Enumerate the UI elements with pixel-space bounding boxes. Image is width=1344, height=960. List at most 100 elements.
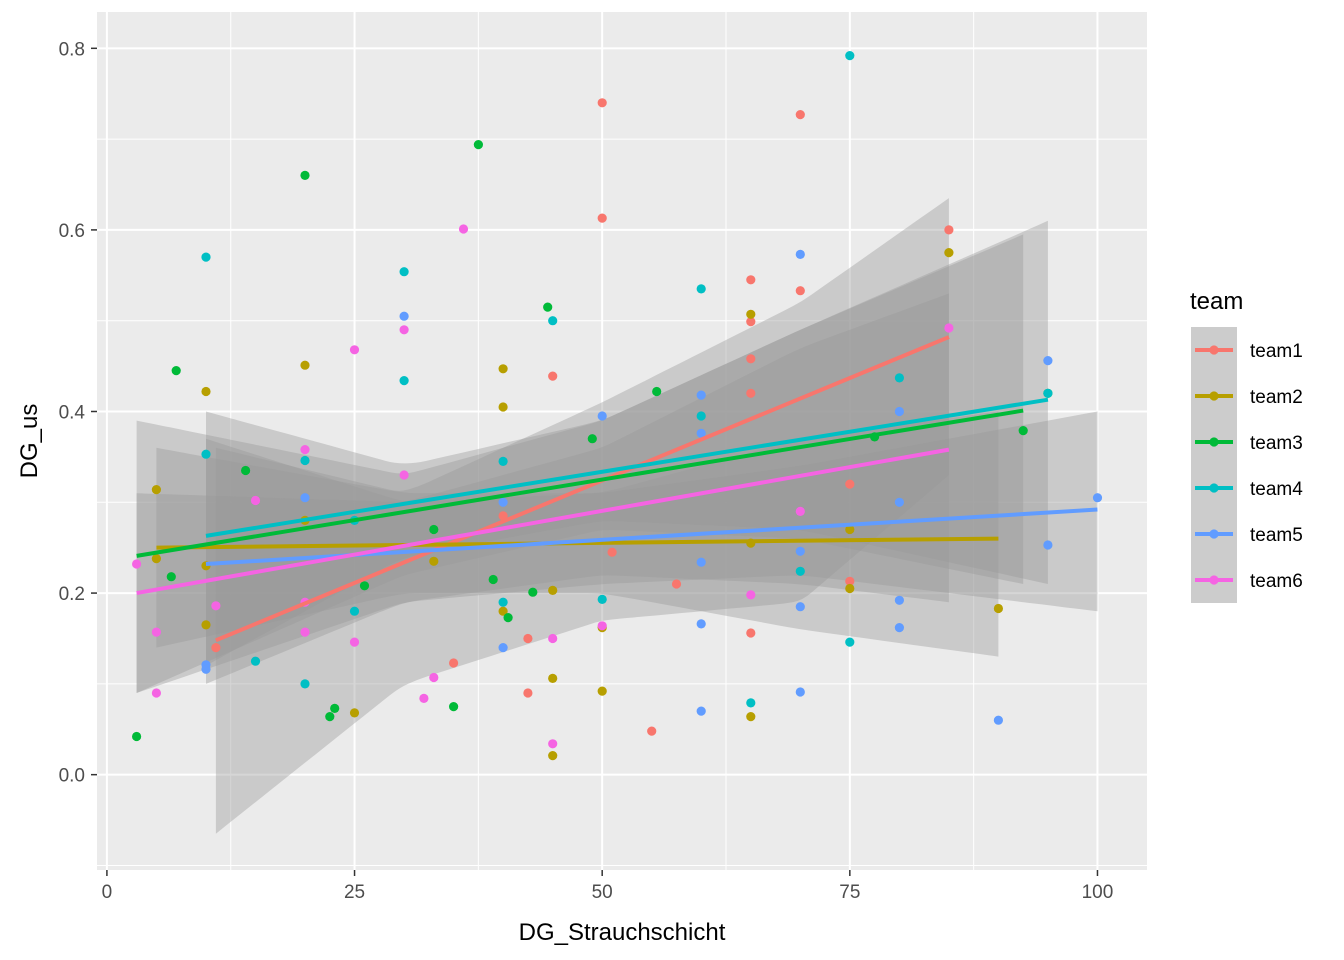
legend: team team1 team2 team3 team4 team5 team6 [1190, 288, 1303, 603]
point-team2 [548, 585, 558, 596]
point-team2 [349, 708, 360, 718]
grid-lines [97, 12, 1147, 870]
confidence-bands [136, 198, 1098, 834]
legend-item-team2: team2 [1191, 373, 1303, 419]
point-team4 [399, 267, 409, 277]
point-team5 [696, 706, 706, 716]
point-team4 [597, 594, 607, 605]
point-team4 [845, 637, 855, 647]
legend-label: team4 [1250, 479, 1303, 500]
point-team2 [746, 712, 756, 722]
point-team5 [993, 715, 1004, 725]
point-team6 [300, 627, 310, 637]
legend-label: team5 [1250, 525, 1303, 546]
x-tick-label: 100 [1082, 882, 1114, 903]
point-team5 [498, 643, 508, 653]
legend-key-point [1209, 391, 1219, 401]
point-team1 [746, 628, 756, 638]
point-team3 [429, 524, 439, 535]
point-team3 [300, 170, 310, 180]
point-team3 [171, 366, 181, 376]
legend-key-point [1209, 345, 1219, 355]
point-team1 [746, 317, 756, 327]
point-team5 [597, 411, 607, 421]
legend-key-point [1209, 483, 1219, 493]
point-team3 [449, 702, 459, 712]
point-team2 [993, 603, 1004, 614]
point-team2 [498, 364, 508, 374]
point-team2 [151, 554, 161, 564]
x-tick-label: 75 [839, 882, 860, 903]
point-team4 [201, 252, 211, 262]
legend-item-team6: team6 [1191, 557, 1303, 603]
point-team6 [399, 470, 409, 480]
panel-background [97, 12, 1147, 870]
plot-panel [97, 12, 1147, 870]
point-team3 [166, 572, 176, 582]
point-team2 [944, 248, 954, 258]
legend-key-point [1209, 575, 1219, 585]
point-team5 [201, 664, 211, 674]
point-team1 [211, 643, 221, 653]
legend-label: team3 [1250, 433, 1303, 454]
y-tick-label: 0.4 [59, 402, 86, 423]
point-team6 [132, 559, 142, 569]
point-team6 [349, 637, 360, 647]
point-team4 [845, 51, 855, 61]
legend-label: team2 [1250, 387, 1303, 408]
point-team6 [944, 323, 954, 333]
point-team6 [211, 601, 221, 611]
point-team6 [419, 693, 429, 704]
point-team6 [746, 590, 756, 600]
point-team5 [696, 428, 706, 438]
confidence-band-team2 [156, 411, 999, 657]
point-team6 [250, 495, 261, 506]
point-team1 [746, 354, 756, 364]
legend-key-point [1209, 529, 1219, 539]
point-team2 [300, 360, 310, 370]
point-team3 [543, 302, 553, 312]
legend-label: team1 [1250, 341, 1303, 362]
point-team1 [845, 479, 855, 489]
point-team3 [503, 613, 513, 623]
point-team3 [528, 587, 538, 597]
legend-item-team1: team1 [1191, 327, 1303, 373]
point-team2 [201, 386, 211, 397]
point-team5 [1043, 356, 1053, 366]
point-team2 [548, 751, 558, 761]
point-team6 [151, 627, 161, 637]
point-team4 [300, 679, 310, 689]
point-team4 [548, 316, 558, 326]
point-team3 [325, 712, 335, 722]
point-team4 [1043, 388, 1053, 398]
point-team2 [746, 309, 756, 319]
y-axis-title: DG_us [16, 404, 43, 479]
point-team1 [607, 547, 617, 557]
point-team3 [488, 574, 498, 585]
data-points [132, 51, 1103, 761]
x-tick-label: 50 [592, 882, 613, 903]
point-team2 [498, 402, 508, 412]
point-team1 [795, 110, 805, 120]
point-team1 [523, 688, 533, 698]
fit-line-team6 [136, 447, 950, 596]
point-team3 [1018, 426, 1028, 436]
point-team6 [399, 325, 409, 335]
point-team4 [696, 411, 706, 421]
point-team2 [548, 673, 558, 684]
point-team6 [597, 621, 607, 631]
point-team5 [1043, 540, 1053, 550]
point-team4 [696, 284, 706, 294]
point-team5 [894, 595, 905, 605]
point-team6 [795, 506, 805, 516]
legend-item-team4: team4 [1191, 465, 1303, 511]
fit-lines [136, 335, 1098, 643]
point-team5 [696, 390, 706, 400]
point-team5 [498, 497, 508, 507]
point-team6 [151, 688, 161, 698]
axes: 0 25 50 75 100 0.0 0.2 0.4 0.6 0.8 [59, 39, 1114, 903]
point-team5 [696, 619, 706, 629]
point-team3 [652, 386, 662, 397]
fit-line-team1 [215, 335, 950, 643]
point-team4 [201, 449, 211, 459]
